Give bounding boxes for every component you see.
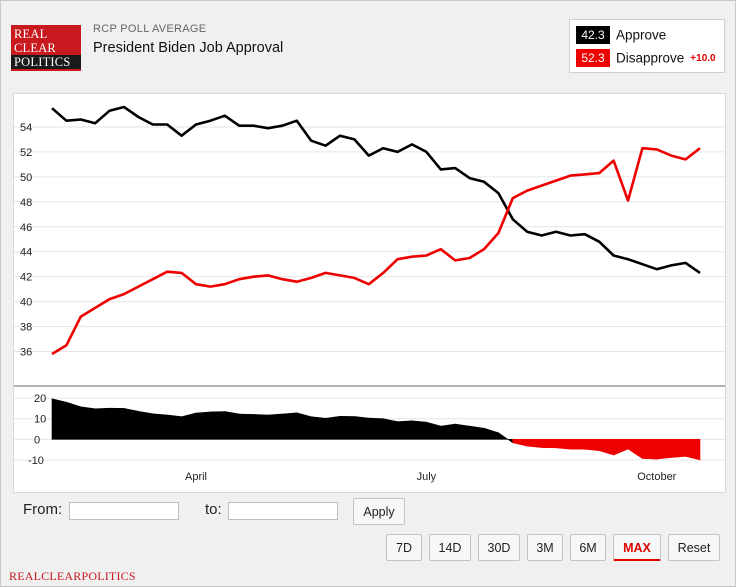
spread-area-segment	[570, 439, 586, 450]
spread-area-segment	[123, 408, 139, 440]
spread-area-segment	[512, 439, 528, 447]
chart-title: President Biden Job Approval	[93, 40, 284, 56]
spread-area-segment	[483, 427, 499, 440]
spread-area-segment	[498, 432, 514, 444]
spread-value: +10.0	[690, 52, 716, 64]
chart-kicker: RCP POLL AVERAGE	[93, 23, 207, 35]
logo-line-3: POLITICS	[11, 55, 81, 69]
spread-area-segment	[642, 439, 658, 460]
disapprove-line	[51, 146, 701, 356]
spread-area-segment	[51, 398, 67, 440]
spread-area-segment	[454, 423, 470, 440]
spread-area-segment	[368, 417, 384, 440]
spread-area-segment	[397, 420, 413, 440]
spread-area-segment	[469, 425, 485, 440]
chart-plot-area: 36 38 40 42 44 46 48 50 52 54 -10 0 10 20 April July Oct…	[13, 93, 726, 493]
spread-area-segment	[195, 411, 211, 440]
y-tick-label: 52	[20, 147, 32, 159]
range-14d-button[interactable]: 14D	[429, 534, 471, 561]
range-controls: From: to: Apply 7D 14D 30D 3M 6M MAX Res…	[1, 493, 735, 586]
y-tick-label: 54	[20, 122, 32, 134]
spread-area-segment	[685, 439, 701, 461]
spread-area-segment	[426, 421, 442, 440]
spread-area-segment	[382, 418, 398, 440]
spread-area-segment	[181, 412, 197, 440]
spread-area-segment	[66, 401, 82, 440]
chart-header: REAL CLEAR POLITICS RCP POLL AVERAGE Pre…	[1, 1, 735, 89]
y-tick-label: 36	[20, 347, 32, 359]
spread-area-segment	[310, 416, 326, 440]
y-tick-label: 38	[20, 322, 32, 334]
legend-box: 42.3 Approve 52.3 Disapprove +10.0	[569, 19, 725, 73]
spread-area-segment	[296, 412, 312, 440]
spread-area-segment	[584, 439, 600, 452]
spread-area-segment	[325, 415, 341, 440]
legend-disapprove: 52.3 Disapprove +10.0	[576, 49, 716, 67]
spread-area-segment	[613, 439, 629, 456]
range-max-button[interactable]: MAX	[613, 534, 661, 561]
realclearpolitics-logo[interactable]: REAL CLEAR POLITICS	[11, 25, 81, 71]
approve-label: Approve	[616, 27, 667, 43]
spread-area-segment	[94, 407, 110, 440]
spread-area-segment	[282, 412, 298, 440]
apply-button[interactable]: Apply	[353, 498, 405, 525]
range-30d-button[interactable]: 30D	[478, 534, 520, 561]
range-3m-button[interactable]: 3M	[527, 534, 563, 561]
from-label: From:	[23, 501, 63, 518]
x-tick-label: July	[417, 471, 437, 483]
spread-y-tick-label: 20	[34, 393, 46, 405]
y-tick-label: 46	[20, 222, 32, 234]
disapprove-value-badge: 52.3	[576, 49, 610, 67]
disapprove-label: Disapprove	[616, 50, 685, 66]
spread-y-tick-label: 0	[34, 434, 40, 446]
spread-area-segment	[555, 439, 571, 450]
spread-y-tick-label: -10	[28, 455, 44, 467]
spread-area-segment	[253, 414, 269, 440]
to-label: to:	[205, 501, 222, 518]
spread-area-segment	[670, 439, 686, 458]
spread-area-segment	[152, 413, 168, 440]
spread-area-segment	[138, 410, 154, 440]
spread-area-segment	[526, 439, 542, 448]
spread-area-segment	[627, 439, 643, 460]
reset-button[interactable]: Reset	[668, 534, 720, 561]
spread-y-tick-label: 10	[34, 414, 46, 426]
y-tick-label: 50	[20, 172, 32, 184]
approval-chart-svg: 36 38 40 42 44 46 48 50 52 54 -10 0 10 20 April July Oct…	[14, 105, 725, 483]
logo-line-1: REAL	[14, 27, 48, 41]
spread-area-segment	[210, 411, 226, 440]
logo-line-2: CLEAR	[14, 41, 56, 55]
y-tick-label: 48	[20, 197, 32, 209]
y-tick-label: 40	[20, 297, 32, 309]
spread-area-segment	[166, 414, 182, 440]
spread-area-segment	[598, 439, 614, 456]
spread-area-segment	[238, 413, 254, 440]
spread-area-segment	[339, 415, 355, 440]
footer-brand[interactable]: REALCLEARPOLITICS	[9, 569, 136, 583]
from-date-input[interactable]	[69, 502, 179, 520]
x-tick-label: April	[185, 471, 207, 483]
spread-area-segment	[411, 420, 427, 440]
range-6m-button[interactable]: 6M	[570, 534, 606, 561]
spread-area-segment	[224, 411, 240, 440]
approve-line	[51, 105, 701, 274]
spread-area-segment	[354, 416, 370, 440]
spread-area-segment	[440, 423, 456, 440]
spread-area-segment	[80, 406, 96, 440]
y-tick-label: 42	[20, 272, 32, 284]
spread-area-segment	[541, 439, 557, 449]
spread-area-segment	[109, 407, 125, 440]
legend-approve: 42.3 Approve	[576, 26, 666, 44]
x-tick-label: October	[637, 471, 676, 483]
to-date-input[interactable]	[228, 502, 338, 520]
spread-area-segment	[656, 439, 672, 460]
range-7d-button[interactable]: 7D	[386, 534, 422, 561]
approve-value-badge: 42.3	[576, 26, 610, 44]
y-tick-label: 44	[20, 247, 32, 259]
spread-area-segment	[267, 413, 283, 440]
